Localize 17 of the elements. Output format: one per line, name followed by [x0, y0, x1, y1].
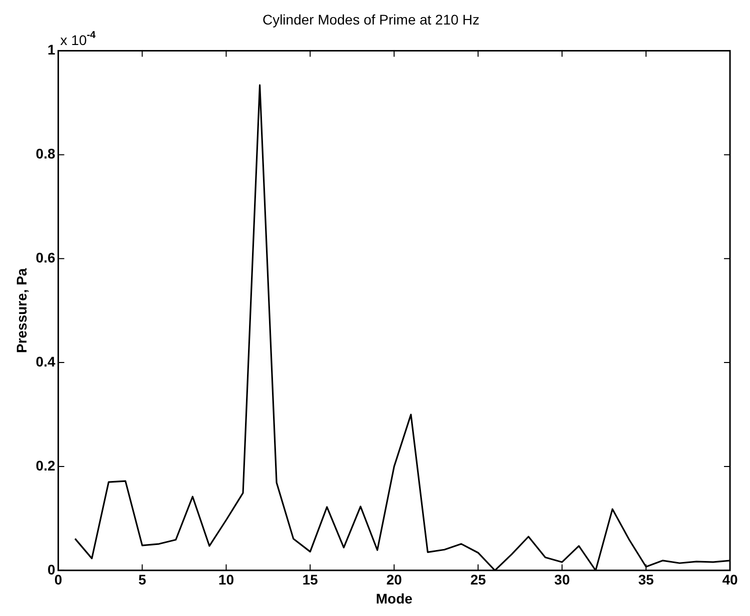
y-tick-label: 0 — [47, 561, 56, 578]
y-tick-label: 0.2 — [36, 457, 56, 474]
x-tick-label: 20 — [386, 572, 402, 588]
x-tick-label: 40 — [722, 572, 738, 588]
y-tick-label: 0.6 — [36, 250, 56, 266]
x-tick-label: 35 — [638, 572, 654, 588]
chart-title: Cylinder Modes of Prime at 210 Hz — [262, 11, 480, 28]
y-tick-label: 0.8 — [36, 146, 56, 162]
y-tick-label: 0.4 — [36, 353, 56, 370]
x-tick-label: 5 — [138, 572, 146, 588]
x-axis-title: Mode — [376, 590, 413, 606]
x-tick-label: 10 — [218, 572, 234, 588]
x-tick-label: 15 — [302, 572, 318, 588]
y-axis-title: Pressure, Pa — [13, 268, 30, 354]
x-tick-label: 30 — [554, 572, 570, 588]
y-tick-label: 1 — [47, 42, 56, 58]
x-tick-label: 25 — [470, 572, 486, 588]
